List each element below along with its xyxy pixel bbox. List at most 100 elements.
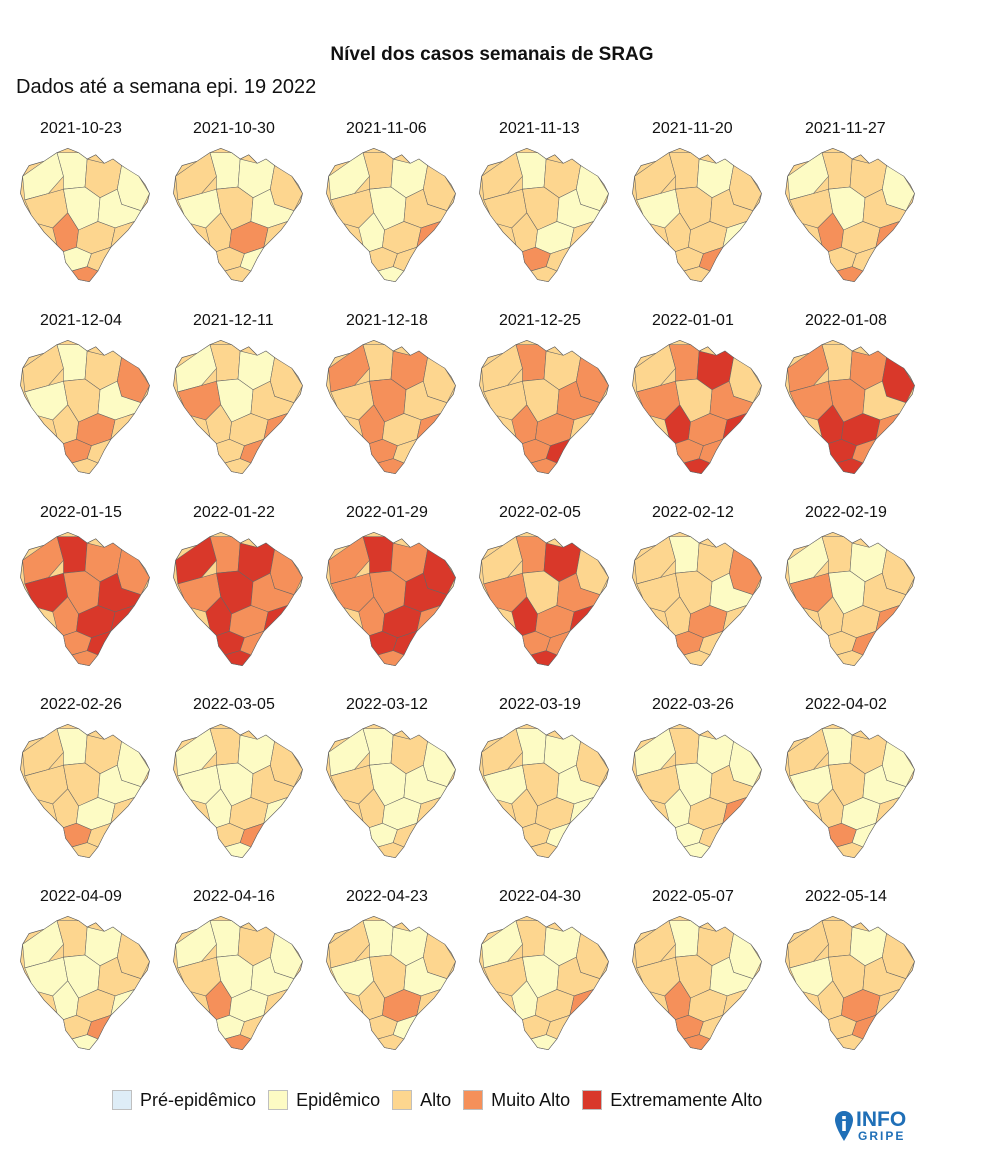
- map-panel: 2022-01-29: [316, 502, 469, 694]
- health-region: [875, 796, 901, 825]
- logo-text-gripe: GRIPE: [858, 1129, 906, 1143]
- panel-date-label: 2022-04-09: [40, 888, 122, 905]
- legend-swatch: [582, 1090, 603, 1110]
- health-region: [392, 438, 418, 464]
- panel-date-label: 2022-01-15: [40, 504, 122, 521]
- health-region: [86, 246, 112, 272]
- map-panel: 2021-12-11: [163, 310, 316, 502]
- health-region: [416, 988, 442, 1017]
- brazil-map: [20, 915, 150, 1051]
- health-region: [875, 988, 901, 1017]
- health-region: [377, 842, 405, 858]
- brazil-map: [632, 723, 762, 859]
- map-panel: 2022-04-30: [469, 886, 622, 1078]
- health-region: [377, 650, 405, 666]
- panel-date-label: 2021-12-18: [346, 312, 428, 329]
- panel-date-label: 2021-12-11: [193, 312, 274, 329]
- legend-swatch: [392, 1090, 413, 1110]
- health-region: [416, 604, 442, 633]
- legend-label: Muito Alto: [491, 1089, 571, 1110]
- health-region: [722, 412, 748, 441]
- health-region: [239, 630, 265, 656]
- health-region: [851, 246, 877, 272]
- brazil-map: [479, 147, 609, 283]
- brazil-map: [326, 531, 456, 667]
- map-panel: 2022-02-12: [622, 502, 775, 694]
- brazil-map: [20, 531, 150, 667]
- health-region: [239, 246, 265, 272]
- map-grid: 2021-10-23 2021-10-30 2021-11-06 2021-11-13…: [10, 118, 928, 1078]
- map-pin-icon: [835, 1111, 853, 1141]
- map-panel: 2022-05-07: [622, 886, 775, 1078]
- health-region: [110, 796, 136, 825]
- legend-swatch: [463, 1090, 484, 1110]
- panel-date-label: 2021-10-23: [40, 120, 122, 137]
- health-region: [836, 842, 864, 858]
- map-panel: 2022-03-05: [163, 694, 316, 886]
- health-region: [263, 220, 289, 249]
- health-region: [569, 604, 595, 633]
- health-region: [545, 1014, 571, 1040]
- brazil-map: [173, 723, 303, 859]
- health-region: [239, 1014, 265, 1040]
- health-region: [416, 412, 442, 441]
- map-panel: 2021-11-13: [469, 118, 622, 310]
- health-region: [722, 988, 748, 1017]
- health-region: [224, 650, 252, 666]
- legend-label: Epidêmico: [296, 1089, 381, 1110]
- health-region: [110, 604, 136, 633]
- brazil-map: [173, 147, 303, 283]
- health-region: [698, 246, 724, 272]
- health-region: [86, 822, 112, 848]
- brazil-map: [20, 339, 150, 475]
- panel-date-label: 2022-05-14: [805, 888, 887, 905]
- panel-date-label: 2021-10-30: [193, 120, 275, 137]
- panel-date-label: 2021-11-27: [805, 120, 886, 137]
- brazil-map: [479, 915, 609, 1051]
- legend-item: Extremamente Alto: [582, 1090, 762, 1111]
- brazil-map: [785, 339, 915, 475]
- panel-date-label: 2022-01-29: [346, 504, 428, 521]
- health-region: [71, 842, 99, 858]
- health-region: [683, 266, 711, 282]
- map-panel: 2022-04-09: [10, 886, 163, 1078]
- brazil-map: [326, 723, 456, 859]
- health-region: [86, 438, 112, 464]
- brazil-map: [479, 531, 609, 667]
- panel-date-label: 2022-03-12: [346, 696, 428, 713]
- brazil-map: [785, 915, 915, 1051]
- map-panel: 2021-12-25: [469, 310, 622, 502]
- health-region: [530, 1034, 558, 1050]
- health-region: [530, 266, 558, 282]
- map-panel: 2022-04-23: [316, 886, 469, 1078]
- health-region: [698, 822, 724, 848]
- legend-label: Alto: [420, 1089, 452, 1110]
- brazil-map: [632, 339, 762, 475]
- brazil-map: [20, 147, 150, 283]
- brazil-map: [632, 147, 762, 283]
- health-region: [545, 246, 571, 272]
- health-region: [239, 438, 265, 464]
- map-panel: 2022-01-15: [10, 502, 163, 694]
- health-region: [263, 604, 289, 633]
- health-region: [569, 988, 595, 1017]
- health-region: [86, 1014, 112, 1040]
- legend-swatch: [268, 1090, 289, 1110]
- map-panel: 2021-11-06: [316, 118, 469, 310]
- health-region: [530, 650, 558, 666]
- health-region: [698, 630, 724, 656]
- health-region: [224, 842, 252, 858]
- health-region: [683, 650, 711, 666]
- panel-date-label: 2022-04-30: [499, 888, 581, 905]
- health-region: [545, 822, 571, 848]
- chart-subtitle: Dados até a semana epi. 19 2022: [16, 76, 317, 98]
- map-panel: 2022-02-19: [775, 502, 928, 694]
- legend-item: Pré-epidêmico: [112, 1090, 256, 1111]
- map-panel: 2022-04-16: [163, 886, 316, 1078]
- health-region: [683, 1034, 711, 1050]
- health-region: [836, 650, 864, 666]
- panel-date-label: 2022-01-01: [652, 312, 734, 329]
- panel-date-label: 2022-04-02: [805, 696, 887, 713]
- map-panel: 2022-03-19: [469, 694, 622, 886]
- brazil-map: [326, 147, 456, 283]
